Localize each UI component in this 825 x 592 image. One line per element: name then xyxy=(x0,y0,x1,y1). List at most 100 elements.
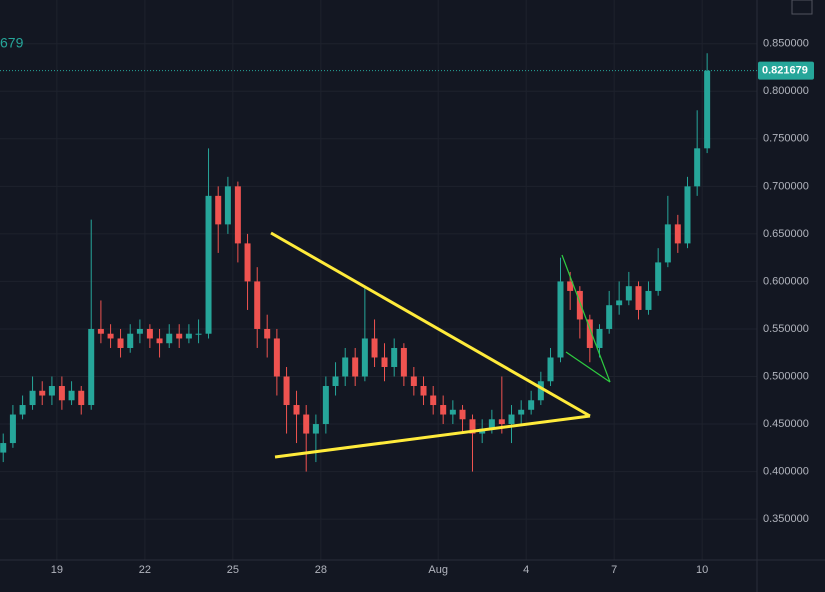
candle-body xyxy=(342,357,349,377)
y-tick-label: 0.850000 xyxy=(763,38,809,50)
settings-icon[interactable] xyxy=(791,0,813,15)
candle-body xyxy=(176,333,183,339)
candle-body xyxy=(635,286,642,310)
candle-body xyxy=(166,333,173,344)
candle-body xyxy=(567,281,574,291)
candle-body xyxy=(528,400,535,410)
candle-body xyxy=(449,409,456,415)
candle-body xyxy=(352,357,359,377)
candle-body xyxy=(488,419,495,429)
candle-body xyxy=(586,319,593,348)
candle-body xyxy=(322,386,329,425)
candle-body xyxy=(391,347,398,367)
trend-line xyxy=(274,414,591,459)
x-tick-label: 7 xyxy=(611,564,617,576)
candle-body xyxy=(264,328,271,339)
x-tick-label: Aug xyxy=(428,564,448,576)
candle-body xyxy=(664,224,671,263)
candle-body xyxy=(606,305,613,329)
candle-body xyxy=(39,390,46,396)
candle-body xyxy=(312,424,319,434)
y-tick-label: 0.800000 xyxy=(763,85,809,97)
candle-body xyxy=(156,338,163,344)
candle-body xyxy=(430,395,437,406)
candle-body xyxy=(704,70,711,149)
trend-line xyxy=(565,351,611,383)
candle-body xyxy=(684,186,691,244)
y-tick-label: 0.350000 xyxy=(763,513,809,525)
candle-body xyxy=(283,376,290,406)
candle-body xyxy=(332,376,339,387)
candle-body xyxy=(616,300,623,306)
candle-body xyxy=(195,333,202,335)
y-tick-label: 0.450000 xyxy=(763,418,809,430)
candle-body xyxy=(645,290,652,310)
candle-body xyxy=(9,414,16,444)
x-tick-label: 28 xyxy=(315,564,327,576)
candle-body xyxy=(557,281,564,358)
candle-body xyxy=(576,290,583,320)
candle-body xyxy=(625,286,632,301)
last-price-label: 0.821679 xyxy=(762,65,808,77)
candle-body xyxy=(547,357,554,382)
candle-body xyxy=(234,186,241,244)
candle-body xyxy=(78,390,85,406)
candle-body xyxy=(244,243,251,282)
last-price-box xyxy=(758,61,814,80)
x-tick-label: 19 xyxy=(51,564,63,576)
y-tick-label: 0.550000 xyxy=(763,323,809,335)
candle-body xyxy=(254,281,261,329)
y-tick-label: 0.650000 xyxy=(763,228,809,240)
y-tick-label: 0.400000 xyxy=(763,465,809,477)
candle-body xyxy=(224,186,231,225)
x-tick-label: 10 xyxy=(696,564,708,576)
candle-body xyxy=(293,405,300,415)
candle-body xyxy=(48,386,55,396)
y-tick-label: 0.700000 xyxy=(763,180,809,192)
candle-body xyxy=(498,419,505,425)
x-tick-label: 22 xyxy=(139,564,151,576)
candle-body xyxy=(469,419,476,434)
grid xyxy=(0,0,757,560)
candle-body xyxy=(88,328,95,406)
candle-body xyxy=(107,333,114,339)
candle-body xyxy=(655,262,662,291)
x-tick-label: 4 xyxy=(523,564,529,576)
candle-body xyxy=(136,328,143,334)
candle-body xyxy=(146,328,153,339)
candle-body xyxy=(410,376,417,387)
candle-body xyxy=(420,386,427,396)
legend-text: 679 xyxy=(0,35,24,51)
candle-body xyxy=(29,390,36,406)
candle-body xyxy=(185,333,192,339)
candle-body xyxy=(508,414,515,425)
drawings xyxy=(270,231,611,459)
candle-body xyxy=(117,338,124,348)
candle-body xyxy=(58,386,65,401)
candle-body xyxy=(381,357,388,367)
candle-body xyxy=(694,148,701,187)
candle-body xyxy=(459,409,466,420)
candle-body xyxy=(596,328,603,348)
candle-body xyxy=(68,390,75,401)
candle-body xyxy=(361,338,368,377)
candle-body xyxy=(215,195,222,225)
y-tick-label: 0.600000 xyxy=(763,275,809,287)
y-tick-label: 0.500000 xyxy=(763,370,809,382)
y-tick-label: 0.750000 xyxy=(763,133,809,145)
candle-body xyxy=(440,405,447,415)
candle-body xyxy=(19,405,26,415)
trend-line xyxy=(270,231,591,418)
candle-body xyxy=(537,381,544,401)
candle-body xyxy=(273,338,280,377)
candles xyxy=(0,53,711,472)
candle-body xyxy=(674,224,681,244)
candle-body xyxy=(0,443,7,453)
candle-body xyxy=(400,347,407,377)
candle-body xyxy=(518,409,525,415)
candle-body xyxy=(303,414,310,434)
trend-line xyxy=(561,254,611,383)
